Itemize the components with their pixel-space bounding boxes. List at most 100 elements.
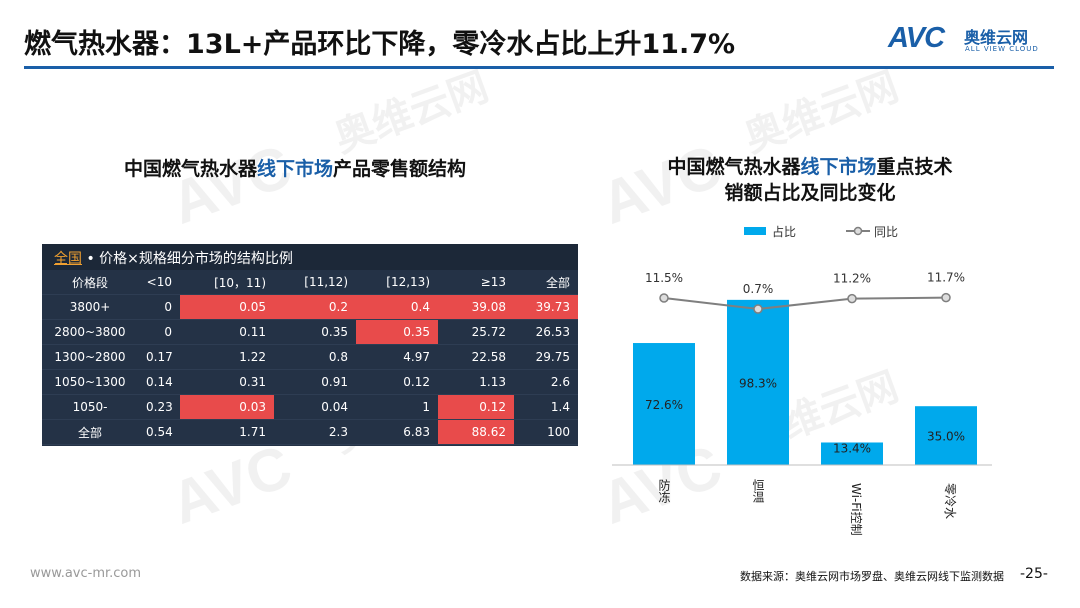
table-cell: 1.22 xyxy=(180,344,274,370)
yoy-point xyxy=(753,304,763,314)
category-label: Wi-Fi控制 xyxy=(849,483,863,536)
logo-en: ALL VIEW CLOUD xyxy=(965,45,1039,53)
table-cell: 0.8 xyxy=(274,344,356,370)
bar xyxy=(821,442,883,465)
table-column-header: <10 xyxy=(138,270,180,295)
table-row: 1050~1300 0.14 0.31 0.91 0.12 1.13 2.6 xyxy=(42,369,578,395)
bar xyxy=(727,299,789,465)
yoy-line xyxy=(663,296,947,311)
row-label: 3800+ xyxy=(42,294,138,320)
category-label: 零冷水 xyxy=(943,483,957,519)
table-cell: 0.03 xyxy=(180,394,274,420)
page-number: -25- xyxy=(1020,566,1048,582)
table-column-header: [12,13) xyxy=(356,270,438,295)
table-subtitle-text: • 价格×规格细分市场的结构比例 xyxy=(82,251,293,267)
table-cell: 22.58 xyxy=(438,344,514,370)
avc-logo: AVC 奥维云网 ALL VIEW CLOUD xyxy=(888,22,1056,58)
bar xyxy=(633,343,695,465)
data-source: 数据来源：奥维云网市场罗盘、奥维云网线下监测数据 xyxy=(740,570,1004,583)
table-cell: 2.6 xyxy=(514,369,578,395)
site-url: www.avc-mr.com xyxy=(30,566,142,581)
table-cell: 0.23 xyxy=(138,394,180,420)
yoy-point xyxy=(659,293,669,303)
table-cell: 0.12 xyxy=(438,394,514,420)
legend-swatch-bar xyxy=(744,227,766,235)
watermark-cn: 奥维云网 xyxy=(738,64,905,161)
table-cell: 0.4 xyxy=(356,294,438,320)
row-label: 全部 xyxy=(42,419,138,445)
table-cell: 0.54 xyxy=(138,419,180,445)
legend-marker-line xyxy=(853,226,863,236)
table-cell: 0.17 xyxy=(138,344,180,370)
table-cell: 100 xyxy=(514,419,578,445)
legend-label-line: 同比 xyxy=(874,225,898,239)
table-cell: 0 xyxy=(138,319,180,345)
logo-mark: AVC xyxy=(888,22,945,54)
row-label: 2800~3800 xyxy=(42,319,138,345)
table-cell: 0.35 xyxy=(356,319,438,345)
left-title-post: 产品零售额结构 xyxy=(333,158,467,180)
table-cell: 0.2 xyxy=(274,294,356,320)
table-cell: 2.3 xyxy=(274,419,356,445)
title-divider xyxy=(24,66,1054,69)
table-row: 1300~2800 0.17 1.22 0.8 4.97 22.58 29.75 xyxy=(42,344,578,370)
table-cell: 88.62 xyxy=(438,419,514,445)
table-cell: 26.53 xyxy=(514,319,578,345)
table-column-header: [10，11) xyxy=(180,270,274,295)
table-cell: 1.71 xyxy=(180,419,274,445)
yoy-point xyxy=(847,293,857,304)
right-title-highlight: 线下市场 xyxy=(800,156,877,178)
table-cell: 0.11 xyxy=(180,319,274,345)
price-size-grid: 价格段 <10 [10，11) [11,12) [12,13) ≥13 全部 3800+ 0 0… xyxy=(42,270,578,445)
right-title-line2: 销额占比及同比变化 xyxy=(724,182,896,204)
right-title-post: 重点技术 xyxy=(876,156,953,178)
bar xyxy=(915,406,977,465)
left-title-pre: 中国燃气热水器 xyxy=(123,158,257,180)
logo-cn: 奥维云网 xyxy=(964,28,1029,47)
bar-data-label: 35.0% xyxy=(927,430,965,444)
table-column-header: 价格段 xyxy=(42,270,138,295)
table-cell: 0.35 xyxy=(274,319,356,345)
row-label: 1300~2800 xyxy=(42,344,138,370)
table-cell: 1.4 xyxy=(514,394,578,420)
yoy-label: 11.2% xyxy=(833,272,871,286)
watermark-cn: 奥维云网 xyxy=(328,64,495,161)
row-label: 1050- xyxy=(42,394,138,420)
left-title-highlight: 线下市场 xyxy=(256,158,333,180)
bar-data-label: 13.4% xyxy=(833,441,871,455)
yoy-label: 0.7% xyxy=(743,282,774,296)
table-cell: 0.12 xyxy=(356,369,438,395)
row-label: 1050~1300 xyxy=(42,369,138,395)
right-title-line1: 中国燃气热水器线下市场重点技术 xyxy=(620,154,1000,180)
left-panel-title: 中国燃气热水器线下市场产品零售额结构 xyxy=(110,154,480,181)
bar-data-label: 72.6% xyxy=(645,398,683,412)
table-cell: 0.31 xyxy=(180,369,274,395)
table-row: 2800~3800 0 0.11 0.35 0.35 25.72 26.53 xyxy=(42,319,578,345)
table-row: 全部 0.54 1.71 2.3 6.83 88.62 100 xyxy=(42,419,578,445)
legend-label-bar: 占比 xyxy=(772,224,796,239)
table-cell: 1.13 xyxy=(438,369,514,395)
table-cell: 0.91 xyxy=(274,369,356,395)
table-cell: 25.72 xyxy=(438,319,514,345)
table-cell: 1 xyxy=(356,394,438,420)
table-subtitle: 全国 • 价格×规格细分市场的结构比例 xyxy=(54,248,293,268)
watermark-avc: AVC xyxy=(162,432,301,537)
table-row: 3800+ 0 0.05 0.2 0.4 39.08 39.73 xyxy=(42,294,578,320)
table-cell: 0.04 xyxy=(274,394,356,420)
table-cell: 0.05 xyxy=(180,294,274,320)
right-title-pre: 中国燃气热水器 xyxy=(667,156,801,178)
table-cell: 0 xyxy=(138,294,180,320)
table-cell: 29.75 xyxy=(514,344,578,370)
yoy-point xyxy=(941,292,951,303)
table-column-header: ≥13 xyxy=(438,270,514,295)
table-column-header: [11,12) xyxy=(274,270,356,295)
right-panel-title: 中国燃气热水器线下市场重点技术 销额占比及同比变化 xyxy=(620,154,1000,206)
category-label: 恒温 xyxy=(751,479,765,503)
table-cell: 0.14 xyxy=(138,369,180,395)
table-cell: 39.73 xyxy=(514,294,578,320)
yoy-label: 11.7% xyxy=(927,271,965,285)
table-subtitle-bar: 全国 • 价格×规格细分市场的结构比例 xyxy=(42,244,578,270)
table-row: 1050- 0.23 0.03 0.04 1 0.12 1.4 xyxy=(42,394,578,420)
watermark-avc: AVC xyxy=(162,132,301,237)
tech-share-chart: 占比 同比 72.6% 防冻 98.3% 恒温 13.4% Wi-Fi控制 35.0% 零冷水 11… xyxy=(612,224,992,536)
